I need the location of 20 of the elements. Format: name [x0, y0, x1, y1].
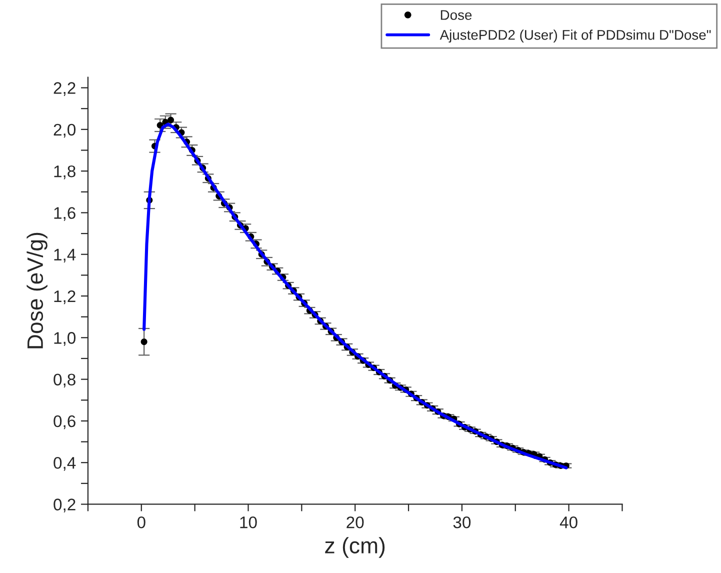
legend-label: Dose [440, 10, 472, 20]
legend-label: AjustePDD2 (User) Fit of PDDsimu D"Dose" [440, 30, 711, 43]
x-tick-label: 10 [240, 516, 257, 528]
y-tick-label: 0,2 [54, 498, 76, 512]
x-tick-label: 40 [560, 516, 578, 528]
y-tick-label: 2,0 [54, 124, 76, 138]
x-axis-title: z (cm) [325, 537, 385, 558]
y-tick-label: 0,8 [54, 374, 76, 388]
x-tick-label: 0 [137, 516, 146, 528]
y-tick-label: 2,2 [54, 82, 76, 96]
y-tick-label: 0,4 [54, 456, 76, 471]
y-tick-label: 1,6 [54, 207, 76, 221]
y-tick-label: 1,4 [54, 248, 76, 263]
y-tick-label: 0,6 [54, 415, 76, 430]
x-tick-label: 30 [453, 516, 471, 528]
y-tick-label: 1,0 [54, 332, 76, 346]
y-tick-label: 1,2 [54, 290, 76, 304]
y-axis-title: Dose (eV/g) [26, 232, 48, 348]
x-tick-label: 20 [346, 516, 364, 528]
y-tick-label: 1,8 [54, 165, 76, 180]
